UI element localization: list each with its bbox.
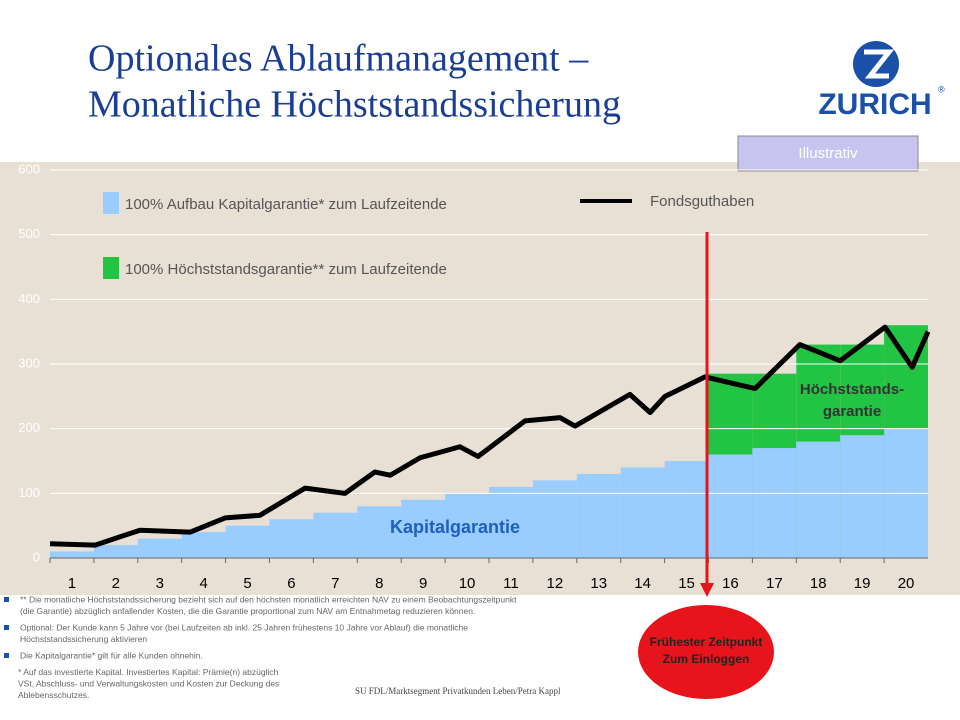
x-tick-label: 7 [331,575,339,592]
footnote: VSt, Abschluss- und Verwaltungskosten un… [18,678,279,688]
x-tick-label: 15 [678,575,695,592]
step-bar [532,480,577,558]
step-bar [269,519,314,558]
step-bar [137,538,182,558]
annotation: Kapitalgarantie [390,517,520,537]
legend-label: Fondsguthaben [650,193,754,210]
x-tick-label: 3 [156,575,164,592]
footnote: Ablebensschutzes. [18,690,89,700]
step-bar [445,493,489,558]
x-tick-label: 8 [375,575,383,592]
x-tick-label: 19 [854,575,871,592]
footnote: Optional: Der Kunde kann 5 Jahre vor (be… [20,622,468,632]
footnote: Höchststandssicherung aktivieren [20,634,147,644]
step-bar [357,506,402,558]
y-tick-label: 0 [33,549,40,564]
x-tick-label: 2 [112,575,120,592]
bullet [4,597,9,602]
step-bar [50,551,94,558]
step-bar [489,486,533,558]
logo-z [864,49,895,79]
x-tick-label: 13 [590,575,607,592]
legend-label: 100% Aufbau Kapitalgarantie* zum Laufzei… [125,196,447,213]
legend-swatch [103,257,119,279]
y-tick-label: 200 [18,420,40,435]
x-tick-label: 20 [898,575,915,592]
badge-text: Illustrativ [798,145,858,162]
footnote: Die Kapitalgarantie* gilt für alle Kunde… [20,650,203,660]
x-tick-label: 17 [766,575,783,592]
footnote: (die Garantie) abzüglich anfallender Kos… [20,606,475,616]
callout-text: Frühester Zeitpunkt [650,635,763,649]
badge [737,135,919,172]
y-tick-label: 100 [18,485,40,500]
marker-arrow [700,583,714,597]
logo-circle [853,41,899,87]
step-bar [181,532,226,558]
footnotes: ** Die monatliche Höchststandssicherung … [4,594,517,700]
y-tick-label: 300 [18,355,40,370]
x-tick-label: 10 [459,575,476,592]
step-bar [752,448,797,558]
bullet [4,653,9,658]
step-bar [796,441,841,558]
x-tick-label: 4 [199,575,207,592]
x-tick-label: 1 [68,575,76,592]
x-tick-label: 9 [419,575,427,592]
annotation: Höchststands- [800,381,904,398]
y-tick-label: 500 [18,226,40,241]
footnote: ** Die monatliche Höchststandssicherung … [20,594,517,604]
callout-text: Zum Einloggen [663,652,750,666]
x-tick-label: 12 [547,575,564,592]
step-bar [225,525,270,558]
logo-text: ZURICH [818,88,931,121]
step-bar [401,499,446,558]
x-tick-label: 11 [503,575,519,592]
step-bar [708,454,753,558]
step-bar [840,435,885,558]
callout [638,605,774,699]
step-bar [313,512,358,558]
step-bar [93,545,138,558]
legend-label: 100% Höchststandsgarantie** zum Laufzeit… [125,261,447,278]
x-tick-label: 6 [287,575,295,592]
x-tick-label: 18 [810,575,827,592]
x-tick-label: 16 [722,575,739,592]
step-bar [620,467,665,558]
bullet [4,625,9,630]
fund-line [49,324,931,548]
step-bar [664,461,709,558]
y-tick-label: 400 [18,291,40,306]
footnote: * Auf das investierte Kapital. Investier… [18,667,279,677]
x-tick-label: 14 [634,575,651,592]
step-bar [576,473,621,558]
annotation: garantie [823,403,881,420]
title-line: Optionales Ablaufmanagement – [88,38,589,80]
legend-swatch [103,192,119,214]
y-tick-label: 600 [18,161,40,176]
x-tick-label: 5 [243,575,251,592]
footer: SU FDL/Marktsegment Privatkunden Leben/P… [355,686,561,696]
logo-mark: ® [938,84,945,94]
title-line: Monatliche Höchststandssicherung [88,84,621,126]
